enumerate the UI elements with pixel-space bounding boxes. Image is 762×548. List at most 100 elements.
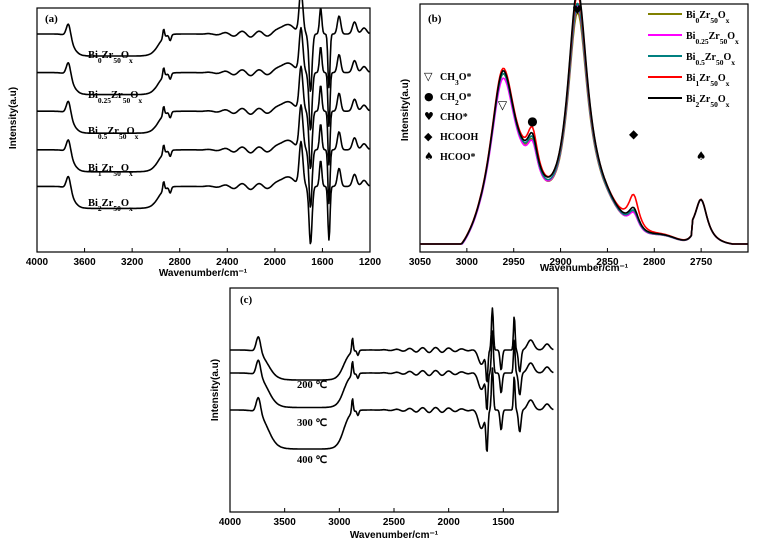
species-symbol: ◆ — [424, 130, 433, 143]
x-tick-label: 3600 — [73, 257, 96, 268]
spectrum-400 ℃ — [229, 367, 554, 452]
subscript: 0 — [695, 16, 699, 25]
formula-part: Zr — [709, 31, 721, 42]
formula-part: Bi — [88, 198, 98, 209]
subscript: 50 — [123, 96, 131, 105]
subscript: 50 — [119, 132, 127, 141]
formula-part: Bi — [686, 94, 696, 105]
x-tick-label: 4000 — [219, 517, 242, 528]
formula-part: O — [727, 31, 735, 42]
subscript: x — [135, 132, 139, 141]
spectrum-Bi2Zr50Ox — [420, 0, 748, 245]
spectrum-Bi0.25Zr50Ox — [36, 26, 370, 131]
x-tick-label: 1600 — [311, 257, 334, 268]
species-symbol: ▽ — [424, 70, 433, 83]
subscript: 50 — [716, 58, 724, 67]
subscript: 0.5 — [98, 132, 108, 141]
x-tick-label: 1500 — [492, 517, 515, 528]
series-label-400 ℃: 400 ℃ — [297, 454, 327, 466]
subscript: 2 — [455, 98, 459, 107]
panel-c-ticks: 4000 3500 3000 2500 2000 1500 — [219, 508, 515, 528]
panel-b-series-legend: Bi0Zr50OxBi0.25Zr50OxBi0.5Zr50OxBi1Zr50O… — [648, 10, 739, 109]
panel-a-xlabel: Wavenumber/cm⁻¹ — [159, 268, 248, 279]
subscript: x — [726, 79, 730, 88]
species-label-CH3O*: CH3O* — [440, 72, 472, 87]
subscript: x — [129, 56, 133, 65]
x-tick-label: 2800 — [169, 257, 192, 268]
legend-label-Bi0.25Zr50Ox: Bi0.25Zr50Ox — [686, 31, 739, 46]
formula-part: Bi — [88, 90, 98, 101]
species-label-HCOOH: HCOOH — [440, 132, 479, 143]
panel-b-species-legend: ▽ CH3O*● CH2O*♥ CHO*◆ HCOOH♠ HCOO* — [424, 70, 479, 163]
x-tick-label: 4000 — [26, 257, 49, 268]
formula-part: Zr — [102, 50, 114, 61]
subscript: 50 — [113, 169, 121, 178]
legend-label-Bi0.5Zr50Ox: Bi0.5Zr50Ox — [686, 52, 735, 67]
formula-part: Zr — [699, 94, 711, 105]
subscript: x — [138, 96, 142, 105]
panel-b: (b) Wavenumber/cm⁻¹ Intensity(a.u) 3050 3… — [400, 0, 749, 274]
formula-part: Bi — [686, 52, 696, 63]
series-label-Bi2Zr50Ox: Bi2Zr50Ox — [88, 198, 133, 213]
formula-part: Zr — [699, 10, 711, 21]
peak-marker-CHO*: ♥ — [572, 3, 583, 17]
panel-b-frame — [419, 3, 749, 253]
formula-part: CHO* — [440, 112, 468, 123]
subscript: 2 — [98, 204, 102, 213]
x-tick-label: 2900 — [549, 257, 572, 268]
panel-b-peak-markers: ▽ ● ♥ ◆ ♠ — [498, 3, 707, 163]
subscript: x — [129, 204, 133, 213]
subscript: x — [129, 169, 133, 178]
panel-c-curve-labels: 200 ℃ 300 ℃ 400 ℃ — [297, 379, 327, 466]
panel-c-tag: (c) — [240, 294, 253, 306]
x-tick-label: 3050 — [409, 257, 432, 268]
formula-part: Zr — [111, 90, 123, 101]
x-tick-label: 2000 — [264, 257, 287, 268]
formula-part: Bi — [686, 10, 696, 21]
subscript: 0.25 — [695, 37, 708, 46]
subscript: 0.5 — [695, 58, 705, 67]
series-label-Bi0.5Zr50Ox: Bi0.5Zr50Ox — [88, 126, 139, 141]
formula-part: Bi — [88, 163, 98, 174]
peak-marker-HCOOH: ◆ — [629, 127, 639, 141]
legend-label-Bi2Zr50Ox: Bi2Zr50Ox — [686, 94, 730, 109]
formula-part: Zr — [699, 73, 711, 84]
subscript: 50 — [710, 100, 718, 109]
subscript: 0.25 — [98, 96, 111, 105]
subscript: 1 — [98, 169, 102, 178]
subscript: 1 — [695, 79, 699, 88]
x-tick-label: 2800 — [643, 257, 666, 268]
species-symbol: ♠ — [424, 150, 434, 163]
formula-part: O — [718, 94, 726, 105]
species-symbol: ● — [424, 90, 434, 103]
formula-part: Bi — [686, 73, 696, 84]
spectrum-Bi1Zr50Ox — [36, 104, 370, 208]
subscript: 50 — [710, 16, 718, 25]
peak-marker-CH3O*: ▽ — [498, 98, 508, 112]
spectrum-Bi2Zr50Ox — [36, 140, 370, 245]
panel-b-xlabel: Wavenumber/cm⁻¹ — [540, 263, 629, 274]
panel-b-ticks: 3050 3000 2950 2900 2850 2800 2750 — [409, 248, 713, 268]
formula-part: O — [121, 163, 129, 174]
series-label-Bi0.25Zr50Ox: Bi0.25Zr50Ox — [88, 90, 142, 105]
formula-part: O* — [459, 72, 472, 83]
panel-c-ylabel: Intensity(a.u) — [210, 359, 221, 421]
species-label-CHO*: CHO* — [440, 112, 468, 123]
legend-label-Bi1Zr50Ox: Bi1Zr50Ox — [686, 73, 730, 88]
subscript: 50 — [113, 204, 121, 213]
spectrum-300 ℃ — [229, 330, 554, 411]
formula-part: Zr — [705, 52, 717, 63]
peak-marker-CH2O*: ● — [527, 114, 537, 128]
formula-part: O* — [459, 92, 472, 103]
x-tick-label: 1200 — [359, 257, 382, 268]
formula-part: Zr — [107, 126, 119, 137]
x-tick-label: 2750 — [690, 257, 713, 268]
x-tick-label: 2400 — [216, 257, 239, 268]
species-label-CH2O*: CH2O* — [440, 92, 472, 107]
subscript: 50 — [113, 56, 121, 65]
panel-a-ylabel: Intensity(a.u) — [8, 87, 19, 149]
panel-a-frame — [36, 7, 371, 253]
panel-c-curves — [229, 307, 554, 452]
panel-a-curves — [36, 0, 370, 245]
